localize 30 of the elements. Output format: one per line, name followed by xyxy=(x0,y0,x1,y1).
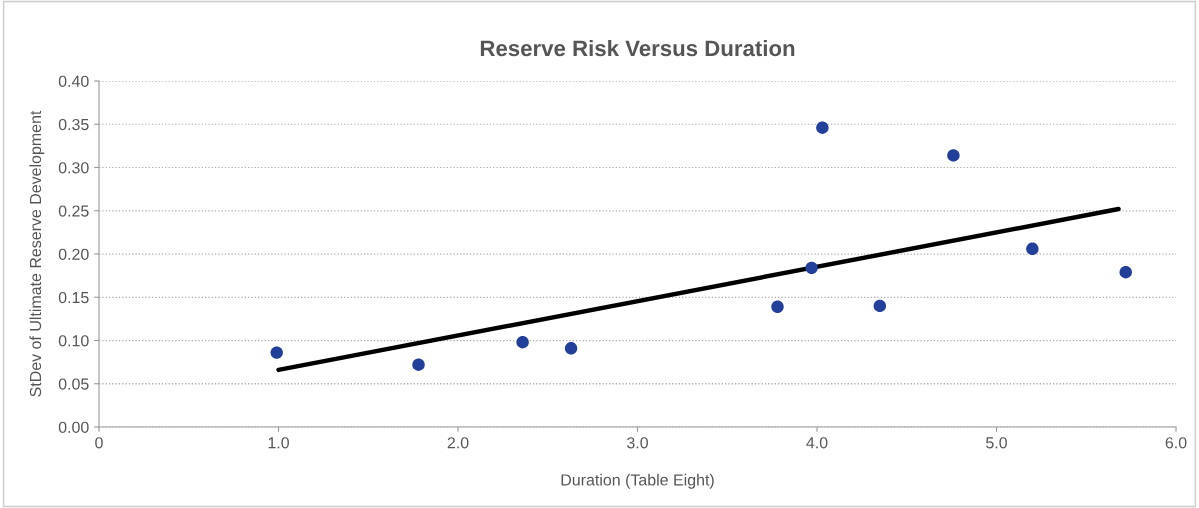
x-axis-title: Duration (Table Eight) xyxy=(561,473,714,489)
x-tick-label: 3.0 xyxy=(627,437,648,449)
point xyxy=(564,342,578,355)
y-tick-label: 0.30 xyxy=(58,162,89,174)
y-axis-title: StDev of Ultimate Reserve Development xyxy=(29,110,45,397)
point xyxy=(412,358,425,371)
point xyxy=(771,300,784,313)
y-tick-label: 0.15 xyxy=(58,291,89,304)
point xyxy=(805,261,818,275)
point xyxy=(873,299,887,313)
y-tick-label: 0.20 xyxy=(58,248,89,260)
point xyxy=(516,336,529,349)
x-tick-label: 5.0 xyxy=(986,437,1007,449)
point xyxy=(816,121,829,134)
x-tick-label: 1.0 xyxy=(268,437,289,449)
x-tick-label: 6.0 xyxy=(1165,437,1187,449)
y-tick-label: 0.00 xyxy=(58,421,89,433)
chart-title: Reserve Risk Versus Duration xyxy=(480,39,795,57)
x-tick-label: 2.0 xyxy=(447,437,469,449)
y-tick-label: 0.40 xyxy=(58,75,89,87)
y-tick-label: 0.05 xyxy=(58,378,89,390)
x-tick-label: 4.0 xyxy=(806,437,828,449)
x-tick-label: 0 xyxy=(95,437,103,449)
point xyxy=(1119,265,1132,279)
point xyxy=(270,346,283,359)
y-tick-label: 0.35 xyxy=(58,118,89,131)
point xyxy=(1026,242,1039,256)
y-tick-label: 0.10 xyxy=(58,335,89,347)
point xyxy=(947,149,960,162)
y-tick-label: 0.25 xyxy=(58,205,89,217)
